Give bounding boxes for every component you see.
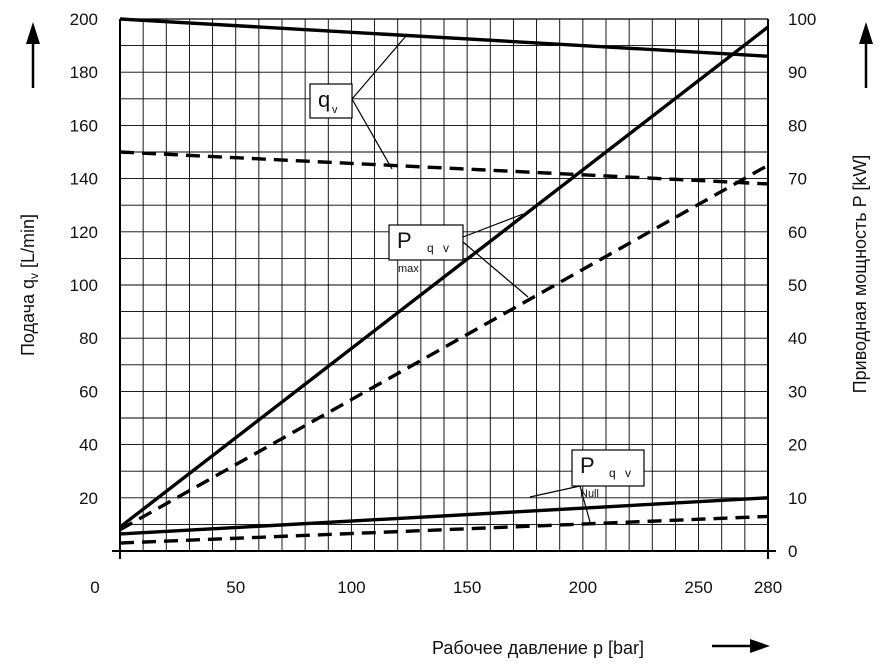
qv-label-sub: v (332, 104, 338, 116)
series-line-3 (118, 25, 770, 529)
y-right-tick-label: 100 (788, 10, 816, 29)
series-line-5 (119, 496, 769, 536)
x-tick-label: 0 (90, 578, 99, 597)
y-left-tick-label: 100 (70, 276, 98, 295)
y-left-tick-label: 80 (79, 329, 98, 348)
y-left-tick-label: 160 (70, 116, 98, 135)
y-right-tick-label: 0 (788, 542, 797, 561)
y-left-tick-label: 40 (79, 436, 98, 455)
y-left-axis-label-sub: v (27, 273, 41, 279)
y-right-tick-label: 50 (788, 276, 807, 295)
pnull-label-main: P (580, 453, 595, 478)
pmax-label-main: P (397, 228, 412, 253)
y-left-tick-label: 180 (70, 63, 98, 82)
x-tick-label: 280 (754, 578, 782, 597)
pmax-label: P q v max (388, 224, 464, 275)
qv-label: q v (309, 83, 353, 119)
y-left-tick-label: 120 (70, 223, 98, 242)
y-left-axis-label: Подача qv [L/min] (18, 214, 41, 356)
y-left-tick-label: 60 (79, 382, 98, 401)
x-axis-label: Рабочее давление p [bar] (432, 638, 644, 658)
y-right-tick-label: 40 (788, 329, 807, 348)
y-right-axis-label: Приводная мощность P [kW] (850, 155, 870, 394)
x-tick-label: 250 (684, 578, 712, 597)
x-tick-label: 50 (226, 578, 245, 597)
pnull-label: P q v Null (571, 449, 645, 500)
series-line-4 (119, 163, 769, 532)
y-left-arrow-icon (26, 22, 40, 88)
x-tick-label: 100 (337, 578, 365, 597)
x-tick-label: 150 (453, 578, 481, 597)
y-left-tick-label: 20 (79, 489, 98, 508)
y-right-tick-label: 70 (788, 170, 807, 189)
pmax-label-index: q v (427, 241, 449, 255)
x-tick-label: 200 (569, 578, 597, 597)
y-left-tick-label: 140 (70, 170, 98, 189)
y-right-tick-label: 60 (788, 223, 807, 242)
y-right-tick-label: 80 (788, 116, 807, 135)
annotation-leaders (351, 35, 591, 523)
pnull-label-sub: Null (580, 488, 599, 500)
series-line-2 (119, 150, 769, 186)
y-right-arrow-icon (859, 22, 873, 88)
x-arrow-icon (712, 639, 770, 653)
tick-labels: 20 40 60 80 100 120 140 160 180 200 0 10 20 30 40 50 60 7… (70, 10, 817, 597)
series-line-6 (119, 514, 769, 545)
series-lines (118, 17, 770, 545)
y-right-tick-label: 30 (788, 382, 807, 401)
y-right-tick-label: 10 (788, 489, 807, 508)
pmax-label-sub: max (398, 263, 419, 275)
plot-frame (112, 18, 776, 559)
pnull-label-index: q v (609, 466, 631, 480)
series-line-1 (119, 17, 769, 58)
qv-label-main: q (318, 87, 330, 112)
y-right-tick-label: 20 (788, 436, 807, 455)
y-left-tick-label: 200 (70, 10, 98, 29)
y-right-tick-label: 90 (788, 63, 807, 82)
grid (120, 19, 768, 551)
